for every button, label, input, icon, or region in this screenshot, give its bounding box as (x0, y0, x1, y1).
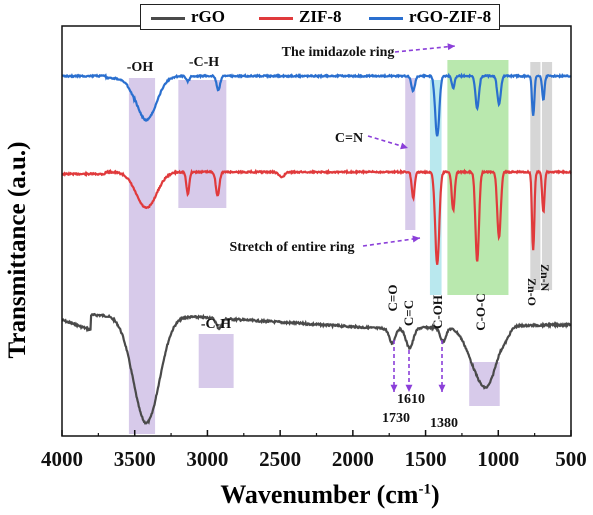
x-tick-label-3500: 3500 (114, 447, 156, 471)
band-zn-2 (541, 62, 553, 290)
band-cn (405, 78, 416, 230)
y-axis-label: Transmittance (a.u.) (4, 141, 31, 359)
legend-label-rgo: rGO (191, 7, 225, 26)
legend-swatch-rgo-zif8 (369, 16, 403, 20)
annotation-stretch: Stretch of entire ring (229, 240, 354, 255)
x-tick-label-2500: 2500 (259, 447, 301, 471)
x-tick-label-4000: 4000 (41, 447, 83, 471)
legend-label-rgo-zif8: rGO-ZIF-8 (409, 7, 492, 26)
annotation-w1380: 1380 (430, 416, 458, 431)
series-line-zif8 (61, 168, 572, 265)
arrow-stretch-line (362, 237, 421, 247)
series-line-rgo (61, 312, 572, 425)
annotation-coc: C-O-C (473, 293, 488, 331)
arrow-1730-head (390, 384, 398, 392)
series-line-rgo-zif8 (61, 72, 572, 137)
x-axis-label-sup: -1 (418, 481, 431, 498)
legend-item-rgo-zif8: rGO-ZIF-8 (369, 7, 491, 27)
annotation-ch_top: -C-H (189, 55, 219, 70)
arrow-1380-head (438, 384, 446, 392)
annotation-w1610: 1610 (397, 392, 425, 407)
x-tick-label-2000: 2000 (332, 447, 374, 471)
legend-item-rgo: rGO (151, 7, 225, 27)
annotation-w1730: 1730 (382, 411, 410, 426)
x-tick-label-1000: 1000 (477, 447, 519, 471)
band-ch-bottom (198, 334, 234, 388)
annotation-znn: Zn-N (538, 264, 552, 292)
legend-item-zif8: ZIF-8 (259, 7, 342, 27)
legend-label-zif8: ZIF-8 (299, 7, 342, 26)
arrow-imidazole-head (447, 43, 455, 51)
annotation-coh: C-OH (430, 295, 445, 329)
annotation-cn: C=N (335, 131, 363, 146)
x-tick-label-1500: 1500 (405, 447, 447, 471)
arrow-stretch-head (412, 235, 420, 243)
annotation-imidazole: The imidazole ring (282, 45, 395, 60)
band-cyan (429, 80, 442, 295)
x-tick-label-500: 500 (555, 447, 587, 471)
annotation-ch_bottom: -C-H (201, 317, 231, 332)
x-axis-label: Wavenumber (cm-1) (180, 480, 480, 510)
annotation-cc: C=C (401, 300, 416, 326)
x-tick-label-3000: 3000 (186, 447, 228, 471)
legend: rGO ZIF-8 rGO-ZIF-8 (140, 4, 500, 30)
annotation-co: C=O (385, 285, 400, 312)
x-axis-label-end: ) (430, 480, 440, 509)
arrow-1610-head (405, 384, 413, 392)
legend-swatch-zif8 (259, 16, 293, 20)
x-axis-label-text: Wavenumber (cm (220, 480, 419, 509)
legend-swatch-rgo (151, 16, 185, 20)
arrow-cn-head (400, 142, 408, 150)
arrow-imidazole-line (394, 45, 456, 53)
annotation-zno: Zn-O (525, 278, 539, 306)
annotation-oh: -OH (127, 60, 154, 75)
